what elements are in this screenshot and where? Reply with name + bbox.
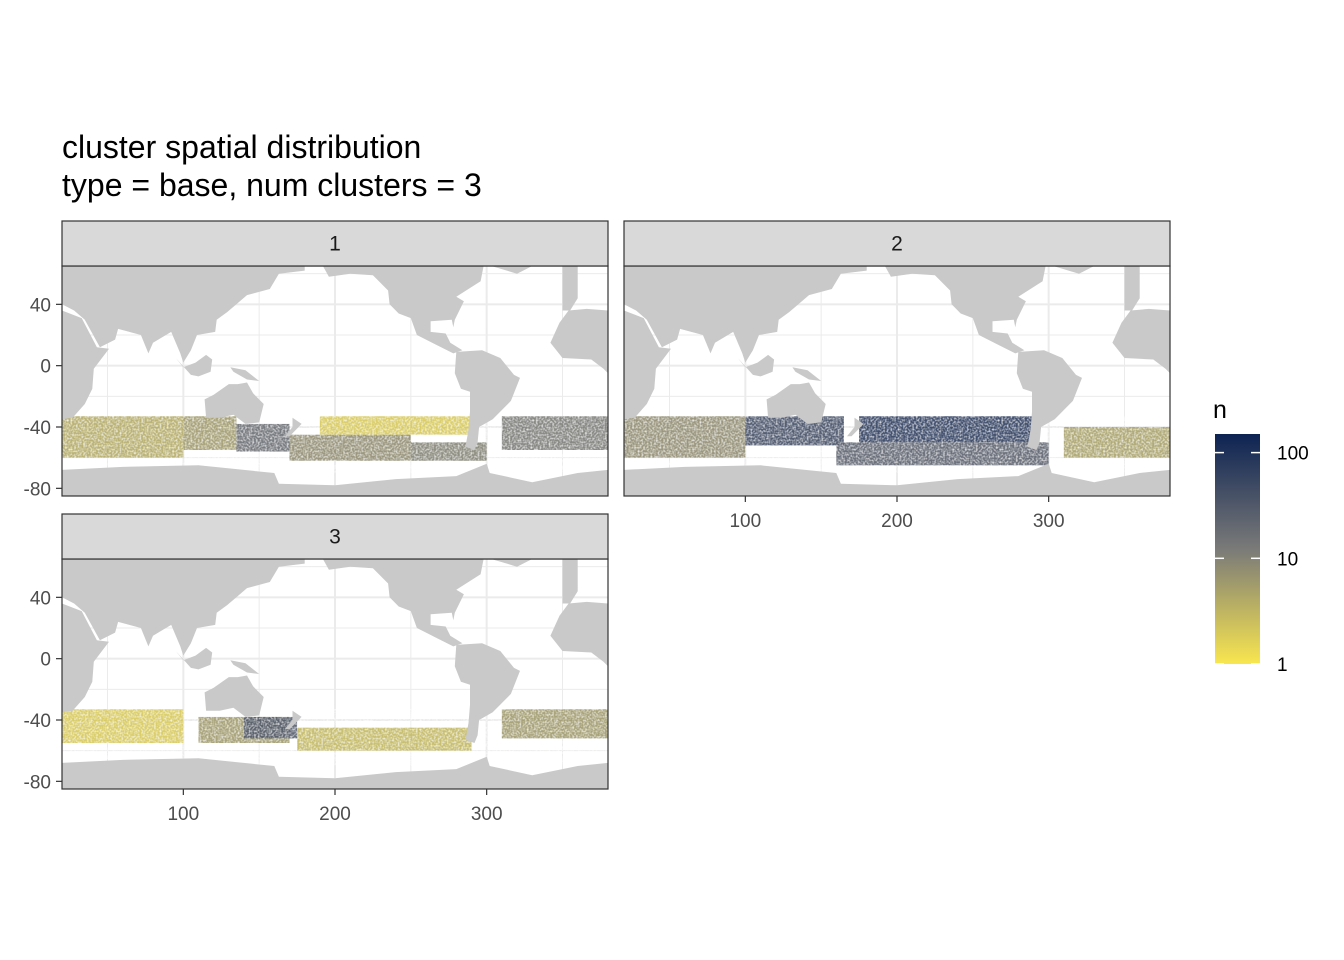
land-eurasia [62,266,305,363]
facet-strip [61,220,609,267]
land-greenland [491,559,533,567]
color-legend: n 100 10 1 [1213,396,1309,676]
y-tick-label: -80 [24,772,51,793]
land-sumatra-borneo [175,647,213,670]
land-south-america [454,350,520,450]
y-tick-label: 0 [40,650,51,671]
land-mass [62,559,608,789]
y-tick-label: 40 [30,295,51,316]
land-sumatra-borneo [737,354,775,377]
x-tick-label: 300 [471,804,503,825]
land-africa-west [550,308,608,374]
legend-label: 100 [1277,444,1309,465]
land-europe-east [562,559,578,604]
x-tick-label: 200 [881,511,913,532]
land-new-zealand [284,710,302,730]
legend-label: 10 [1277,549,1298,570]
y-tick-label: 40 [30,588,51,609]
chart-title: cluster spatial distribution [62,129,421,165]
y-tick-label: 0 [40,357,51,378]
land-africa [62,603,109,713]
land-mass [624,266,1170,496]
land-africa [624,310,671,420]
land-australia [766,382,826,424]
land-new-guinea [230,660,260,674]
land-north-america [322,559,484,647]
land-africa [62,310,109,420]
x-tick-label: 300 [1033,511,1065,532]
land-antarctica [62,463,608,496]
facet-strip-label: 1 [329,233,341,256]
land-africa-west [550,601,608,667]
x-tick-label: 100 [729,511,761,532]
land-australia [204,675,264,717]
land-new-zealand [847,417,864,437]
facet-panels: 1 40 0 -40 -80 2 100 200 300 3 40 0 -40 -80 100 200 300 [24,220,1171,825]
facet-strip [623,220,1171,267]
land-europe-east [562,266,578,311]
y-tick-label: -40 [24,418,51,439]
legend-label: 1 [1277,655,1288,676]
land-south-america [1016,350,1082,450]
density-texture [62,709,608,766]
land-africa-west [1112,308,1170,374]
land-australia [204,382,264,424]
x-tick-label: 200 [319,804,351,825]
land-sumatra-borneo [175,354,213,377]
density-texture [624,416,1170,473]
land-antarctica [624,463,1170,496]
land-greenland [491,266,533,274]
land-north-america [322,266,484,354]
facet-panel-1: 1 40 0 -40 -80 [24,220,609,500]
land-north-america [884,266,1046,354]
land-eurasia [624,266,867,363]
land-new-guinea [792,367,822,381]
y-tick-label: -80 [24,479,51,500]
x-tick-label: 100 [167,804,199,825]
land-south-america [454,643,520,743]
land-new-zealand [284,417,302,437]
legend-title: n [1213,396,1227,424]
y-tick-label: -40 [24,711,51,732]
land-greenland [1053,266,1095,274]
legend-colorbar [1215,434,1260,664]
density-texture [62,416,608,473]
chart-subtitle: type = base, num clusters = 3 [62,167,482,203]
land-mass [62,266,608,496]
land-europe-east [1124,266,1140,311]
land-new-guinea [230,367,260,381]
facet-strip-label: 3 [329,526,341,549]
land-antarctica [62,756,608,789]
facet-strip-label: 2 [891,233,903,256]
facet-panel-2: 2 100 200 300 [623,220,1171,532]
facet-panel-3: 3 40 0 -40 -80 100 200 300 [24,513,609,825]
facet-strip [61,513,609,560]
land-eurasia [62,559,305,656]
